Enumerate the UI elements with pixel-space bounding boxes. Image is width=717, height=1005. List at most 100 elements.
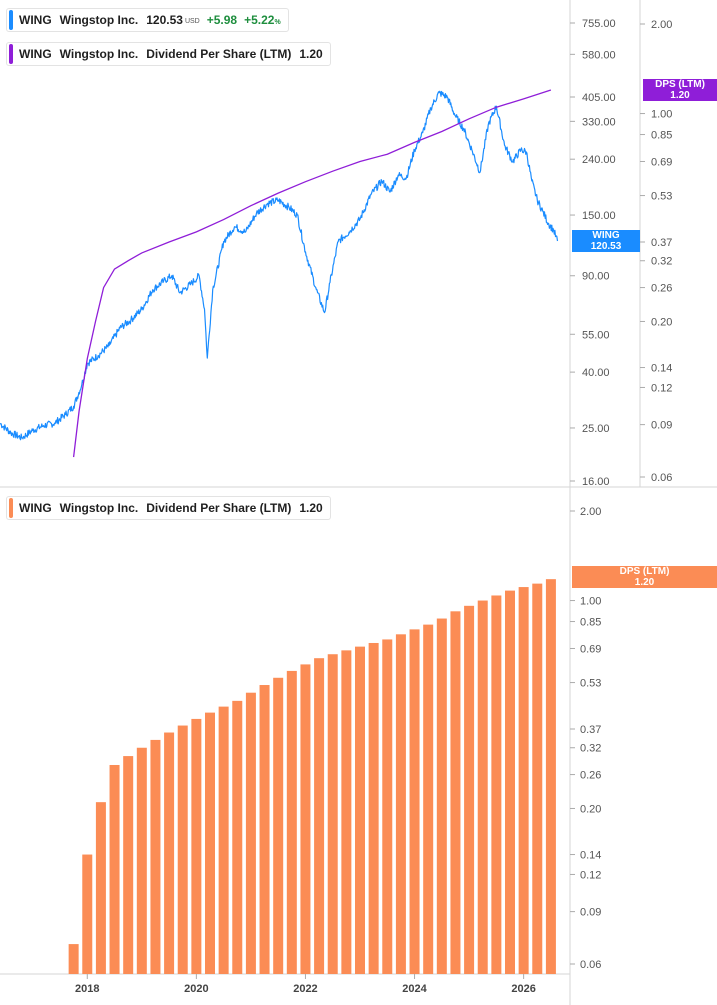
dps-bar: [232, 700, 243, 974]
bottom-dps-axis-label: 0.09: [580, 907, 601, 919]
bottom-dps-axis-label: 0.37: [580, 724, 601, 736]
bottom-dps-axis-label: 0.20: [580, 803, 601, 815]
dps-axis-label: 0.12: [651, 382, 672, 394]
bottom-dps-axis-label: 0.32: [580, 743, 601, 755]
dps-top-badge-title: DPS (LTM): [655, 79, 705, 90]
dps-bar: [82, 854, 93, 974]
dps-bar: [177, 725, 188, 974]
dps-bar: [218, 706, 229, 974]
dps-top-legend-metric: Dividend Per Share (LTM): [146, 47, 292, 61]
dps-bottom-legend-name: Wingstop Inc.: [59, 501, 139, 515]
dps-bar: [259, 685, 270, 974]
bottom-dps-axis-label: 0.53: [580, 678, 601, 690]
x-axis-label: 2018: [75, 983, 99, 995]
price-axis-label: 405.00: [582, 92, 616, 104]
bottom-dps-axis-label: 0.26: [580, 770, 601, 782]
price-axis-label: 90.00: [582, 271, 610, 283]
price-axis-label: 755.00: [582, 18, 616, 30]
dps-bar: [409, 629, 420, 974]
x-axis-label: 2026: [511, 983, 535, 995]
dps-axis-label: 0.14: [651, 363, 672, 375]
dps-bottom-legend-value: 1.20: [299, 501, 323, 515]
dps-bar: [109, 764, 120, 974]
price-legend-currency: USD: [184, 18, 200, 25]
price-axis-label: 40.00: [582, 367, 610, 379]
axis-labels: 755.00 580.00 405.00 330.00 240.00 150.00 90.0…: [75, 18, 672, 995]
dps-bar: [245, 692, 256, 974]
dps-bar: [532, 583, 543, 974]
price-legend[interactable]: WING Wingstop Inc. 120.53 USD +5.98 +5.2…: [6, 8, 289, 32]
dps-bar: [68, 944, 79, 974]
bottom-dps-axis-label: 0.12: [580, 869, 601, 881]
dps-bar: [436, 618, 447, 974]
dps-axis-label: 0.06: [651, 472, 672, 484]
dps-bar: [464, 605, 475, 974]
dps-axis-label: 0.26: [651, 283, 672, 295]
dps-top-legend-name: Wingstop Inc.: [59, 47, 139, 61]
bottom-dps-axis-label: 0.85: [580, 617, 601, 629]
dps-bar: [273, 677, 284, 974]
dps-bottom-legend-symbol: WING: [19, 501, 52, 515]
dps-bar: [477, 600, 488, 974]
wing-price-badge: WING 120.53: [572, 230, 640, 252]
price-legend-name: Wingstop Inc.: [59, 13, 139, 27]
dps-bar: [355, 646, 365, 974]
dps-bar: [395, 634, 406, 974]
bottom-dps-axis-label: 0.14: [580, 850, 601, 862]
dps-bar: [95, 802, 106, 974]
price-axis-label: 150.00: [582, 210, 616, 222]
price-axis-label: 240.00: [582, 154, 616, 166]
dps-top-price-badge: DPS (LTM) 1.20: [643, 79, 717, 101]
dps-bar-series: [68, 579, 556, 974]
dps-bar: [300, 664, 311, 974]
dps-bar: [423, 624, 434, 974]
dps-bottom-legend-metric: Dividend Per Share (LTM): [146, 501, 292, 515]
x-axis-label: 2020: [184, 983, 208, 995]
dps-axis-label: 1.00: [651, 109, 672, 121]
x-axis-label: 2024: [402, 983, 427, 995]
dps-bar: [286, 670, 297, 974]
dps-bar: [123, 756, 134, 974]
price-axis-label: 16.00: [582, 476, 610, 488]
dps-bar: [341, 650, 352, 974]
dps-bar: [205, 712, 215, 974]
price-axis-label: 580.00: [582, 49, 616, 61]
dps-axis-label: 0.37: [651, 237, 672, 249]
dps-bar: [491, 595, 502, 974]
price-legend-symbol: WING: [19, 13, 52, 27]
price-axis-label: 55.00: [582, 329, 610, 341]
wing-badge-value: 120.53: [590, 241, 622, 252]
price-legend-value: 120.53: [146, 13, 183, 27]
dps-bottom-badge-title: DPS (LTM): [619, 566, 670, 577]
dps-bar: [505, 590, 515, 974]
dps-bar: [150, 739, 161, 974]
dps-axis-label: 0.20: [651, 316, 672, 328]
dps-bar: [191, 718, 202, 974]
dps-bar: [136, 747, 147, 974]
dps-axis-label: 0.53: [651, 191, 672, 203]
dps-bar: [368, 642, 379, 974]
dps-bottom-legend-swatch: [9, 498, 13, 518]
dps-top-legend-swatch: [9, 44, 13, 64]
price-chart-series: [0, 89, 559, 458]
dps-bar: [450, 611, 461, 974]
dps-bar: [545, 579, 556, 974]
bottom-dps-axis-label: 1.00: [580, 596, 601, 608]
wing-badge-title: WING: [592, 230, 620, 241]
dps-bar: [382, 639, 393, 974]
price-legend-change: +5.98: [206, 13, 238, 27]
x-axis-label: 2022: [293, 983, 317, 995]
dps-bottom-legend[interactable]: WING Wingstop Inc. Dividend Per Share (L…: [6, 496, 331, 520]
dps-bottom-price-badge: DPS (LTM) 1.20: [572, 566, 717, 588]
dps-axis-label: 0.32: [651, 256, 672, 268]
dps-top-badge-value: 1.20: [670, 90, 690, 101]
dps-top-legend-symbol: WING: [19, 47, 52, 61]
dps-top-legend[interactable]: WING Wingstop Inc. Dividend Per Share (L…: [6, 42, 331, 66]
price-axis-label: 330.00: [582, 116, 616, 128]
price-axis-label: 25.00: [582, 423, 610, 435]
dps-bar: [314, 658, 325, 974]
dps-top-legend-value: 1.20: [299, 47, 323, 61]
dps-axis-label: 2.00: [651, 19, 672, 31]
